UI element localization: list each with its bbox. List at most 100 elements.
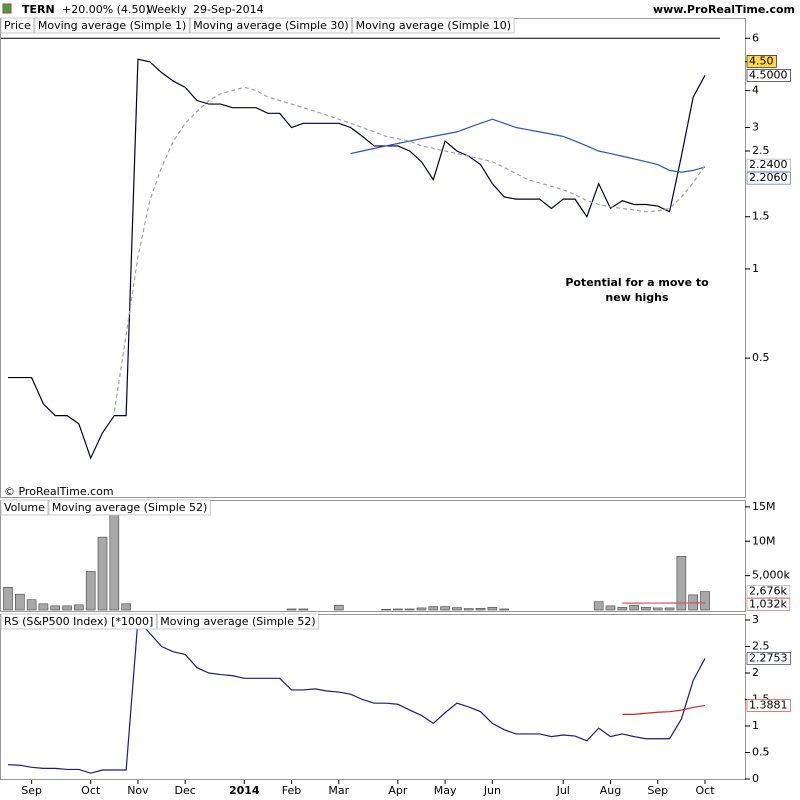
date: 29-Sep-2014: [193, 3, 264, 16]
y-tick-label: 10M: [752, 534, 776, 547]
change: +20.00% (4.50): [62, 3, 150, 16]
volume-bar: [605, 605, 616, 611]
volume-bar: [404, 608, 415, 611]
series-line: [350, 118, 706, 173]
volume-bar: [97, 536, 108, 611]
volume-bar: [38, 603, 49, 611]
y-tick-label: 3: [752, 613, 759, 626]
annotation: Potential for a move to: [565, 276, 709, 289]
value-box: [746, 55, 777, 68]
annotation: new highs: [605, 291, 669, 304]
volume-bar: [617, 606, 628, 611]
y-tick-label: 1.5: [752, 210, 770, 223]
rs-panel: [0, 614, 746, 780]
volume-bar: [62, 605, 72, 611]
y-tick-label: 0.5: [752, 746, 770, 759]
volume-bar: [121, 603, 131, 611]
volume-bar: [593, 601, 604, 611]
volume-bar: [286, 608, 297, 611]
value-box: [746, 598, 791, 611]
volume-bar: [381, 609, 391, 611]
x-tick-label: Nov: [127, 784, 149, 797]
value-box: [746, 585, 791, 598]
x-tick-label: Oct: [695, 784, 715, 797]
value-box-label: 4.5000: [749, 68, 788, 81]
legend-entry: Moving average (Simple 52): [160, 615, 315, 628]
volume-bar: [641, 606, 651, 611]
volume-bar: [440, 606, 450, 611]
y-tick-label: 4: [752, 83, 759, 96]
legend-box: [34, 17, 190, 34]
value-box-label: 1,032k: [749, 598, 787, 611]
y-tick-label: 2.5: [752, 640, 770, 653]
legend-box: [156, 613, 320, 630]
x-tick-label: Aug: [600, 784, 621, 797]
value-box: [746, 69, 791, 82]
x-tick-label: Dec: [175, 784, 196, 797]
value-box-label: 1.3881: [749, 698, 788, 711]
legend-entry: Moving average (Simple 1): [38, 19, 186, 32]
volume-bar: [298, 608, 309, 611]
volume-bar: [74, 604, 84, 611]
volume-bar: [463, 608, 474, 611]
series-line: [8, 58, 706, 460]
volume-bar: [109, 507, 120, 611]
x-tick-label: Feb: [282, 784, 301, 797]
volume-bar: [487, 606, 498, 611]
copyright: © ProRealTime.com: [4, 485, 114, 498]
series-line: [113, 86, 706, 412]
legend-box: [0, 499, 49, 516]
y-tick-label: 0.5: [752, 351, 770, 364]
ticker: TERN: [22, 3, 55, 16]
x-tick-label: Sep: [647, 784, 668, 797]
legend-entry: RS (S&P500 Index) [*1000]: [4, 615, 153, 628]
y-tick-label: 0: [752, 772, 759, 785]
legend-box: [48, 499, 211, 516]
series-line: [622, 704, 706, 715]
x-tick-label: Mar: [328, 784, 349, 797]
value-box-label: 2.2060: [749, 171, 788, 184]
volume-bar: [333, 604, 344, 611]
volume-bar: [629, 604, 639, 611]
y-tick-label: 6: [752, 31, 759, 44]
value-box: [746, 171, 791, 185]
value-box-label: 2.2753: [749, 651, 788, 664]
y-tick-label: 15M: [752, 500, 776, 513]
legend-entry: Moving average (Simple 10): [356, 19, 511, 32]
volume-bar: [452, 607, 462, 611]
value-box-label: 2,676k: [749, 585, 787, 598]
legend-box: [189, 17, 353, 34]
legend-box: [0, 613, 157, 630]
volume-bar: [499, 608, 509, 611]
legend-entry: Volume: [4, 501, 45, 514]
x-tick-label: Sep: [21, 784, 42, 797]
volume-panel: [0, 500, 746, 612]
volume-bar: [15, 593, 25, 611]
x-tick-label: May: [434, 784, 457, 797]
volume-bar: [416, 607, 427, 611]
site: www.ProRealTime.com: [653, 3, 795, 16]
volume-bar: [50, 605, 61, 611]
y-tick-label: 3: [752, 121, 759, 134]
app-icon: [2, 3, 12, 14]
value-box-label: 4.50: [749, 54, 774, 67]
volume-bar: [26, 599, 37, 611]
volume-bar: [393, 608, 403, 611]
x-tick-label: Oct: [81, 784, 101, 797]
legend-entry: Price: [4, 19, 31, 32]
value-box: [746, 158, 791, 172]
series-line: [7, 618, 706, 774]
x-tick-label: Jun: [483, 784, 501, 797]
x-tick-label: 2014: [229, 784, 260, 797]
legend-box: [352, 17, 515, 34]
legend-box: [0, 17, 35, 34]
volume-bar: [700, 591, 710, 611]
y-tick-label: 2.5: [752, 144, 770, 157]
y-tick-label: 5,000k: [752, 569, 790, 582]
volume-bar: [475, 607, 486, 611]
x-tick-label: Apr: [388, 784, 408, 797]
y-tick-label: 1: [752, 719, 759, 732]
value-box: [746, 652, 791, 665]
